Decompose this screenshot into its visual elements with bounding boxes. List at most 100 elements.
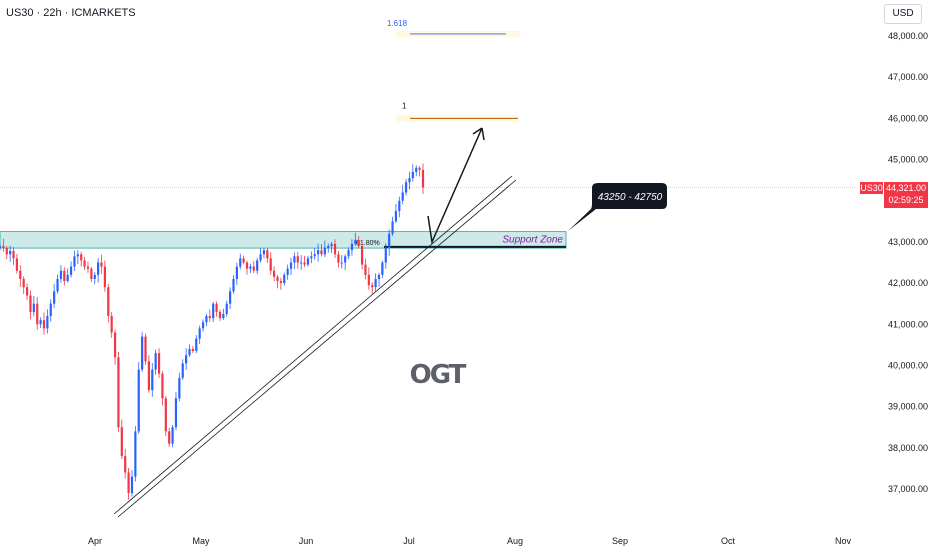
chart-title: US30 · 22h · ICMARKETS — [6, 7, 136, 19]
watermark-logo: OGT — [410, 360, 467, 390]
candle — [174, 391, 178, 430]
candle — [259, 248, 262, 263]
candle-body — [293, 256, 296, 263]
candle — [103, 260, 107, 292]
candle-body — [185, 355, 188, 364]
current-price-badge: US30 44,321.00 02:59:25 — [860, 182, 928, 208]
candle — [300, 255, 303, 270]
candle-body — [174, 398, 178, 428]
callout-bubble — [568, 183, 667, 231]
candle — [195, 335, 198, 354]
candle-body — [344, 256, 347, 263]
candle — [46, 309, 49, 334]
candle — [9, 245, 12, 262]
candle — [245, 260, 249, 275]
candle — [218, 309, 222, 321]
candle — [76, 250, 79, 265]
candle — [239, 253, 242, 270]
candle-body — [232, 278, 235, 292]
candle-body — [360, 246, 364, 265]
candle — [249, 263, 252, 273]
x-axis-tick-label: Aug — [507, 536, 523, 546]
candle-body — [222, 313, 225, 319]
y-axis-tick-label: 47,000.00 — [888, 72, 928, 82]
candle — [354, 232, 357, 246]
currency-button[interactable]: USD — [884, 4, 922, 24]
candle-body — [367, 274, 370, 286]
zone-callout: 43250 - 42750 — [568, 183, 667, 231]
candle — [181, 359, 184, 380]
candle — [137, 362, 140, 434]
candle-body — [137, 369, 140, 432]
candle — [178, 372, 181, 402]
y-axis-tick-label: 39,000.00 — [888, 402, 928, 412]
x-axis-tick-label: Sep — [612, 536, 628, 546]
y-axis-tick-label: 37,000.00 — [888, 484, 928, 494]
candle-body — [327, 246, 330, 249]
candle — [36, 296, 39, 330]
candle-body — [130, 476, 134, 494]
candle-body — [205, 316, 208, 323]
candle — [313, 248, 316, 260]
candle — [144, 333, 147, 365]
candle — [157, 348, 161, 378]
candle — [327, 243, 330, 253]
candle — [401, 184, 404, 205]
candle-body — [49, 303, 52, 317]
candle — [225, 300, 228, 317]
candle — [39, 317, 42, 328]
callout-text: 43250 - 42750 — [598, 192, 663, 203]
candle — [164, 396, 167, 436]
candle-body — [289, 262, 293, 269]
candle-body — [151, 369, 154, 391]
candle-body — [313, 254, 316, 257]
candle-body — [421, 169, 425, 188]
y-axis-tick-label: 43,000.00 — [888, 237, 928, 247]
candle — [398, 196, 401, 218]
candle-body — [354, 239, 357, 244]
candle — [90, 267, 93, 282]
candle-body — [310, 256, 313, 259]
candle-body — [235, 266, 238, 279]
candle-body — [19, 270, 22, 279]
candle-body — [259, 254, 262, 261]
candle-body — [239, 258, 242, 267]
candle-body — [141, 336, 144, 370]
candle — [340, 255, 343, 269]
x-axis-tick-label: Nov — [835, 536, 852, 546]
candle-body — [80, 254, 83, 261]
candle-body — [273, 270, 276, 277]
candle-body — [330, 243, 333, 247]
candle — [222, 308, 225, 320]
candle-body — [110, 316, 113, 333]
projection-path — [427, 127, 483, 245]
candle-body — [296, 256, 299, 263]
candle — [415, 165, 418, 177]
candle-body — [215, 303, 218, 312]
candle — [32, 296, 35, 317]
candle-body — [398, 200, 401, 212]
candle-body — [32, 303, 35, 312]
candle-body — [276, 276, 279, 282]
candle-body — [134, 431, 137, 477]
candle — [283, 272, 286, 286]
candle — [316, 243, 320, 262]
y-axis-tick-label: 42,000.00 — [888, 278, 928, 288]
fib-1-label: 1 — [402, 101, 407, 110]
candle-body — [316, 250, 320, 255]
x-axis-tick-label: May — [192, 536, 210, 546]
candle-body — [256, 260, 259, 271]
candle — [279, 277, 282, 290]
candle — [418, 166, 421, 177]
candle-body — [347, 250, 350, 257]
candle — [185, 348, 188, 371]
support-zone-box — [0, 231, 567, 249]
candle — [120, 419, 123, 460]
candle — [330, 241, 333, 254]
candle-body — [2, 246, 5, 249]
candle-body — [15, 258, 19, 271]
candle — [408, 171, 411, 190]
candle-body — [22, 278, 25, 288]
candle — [97, 258, 100, 283]
